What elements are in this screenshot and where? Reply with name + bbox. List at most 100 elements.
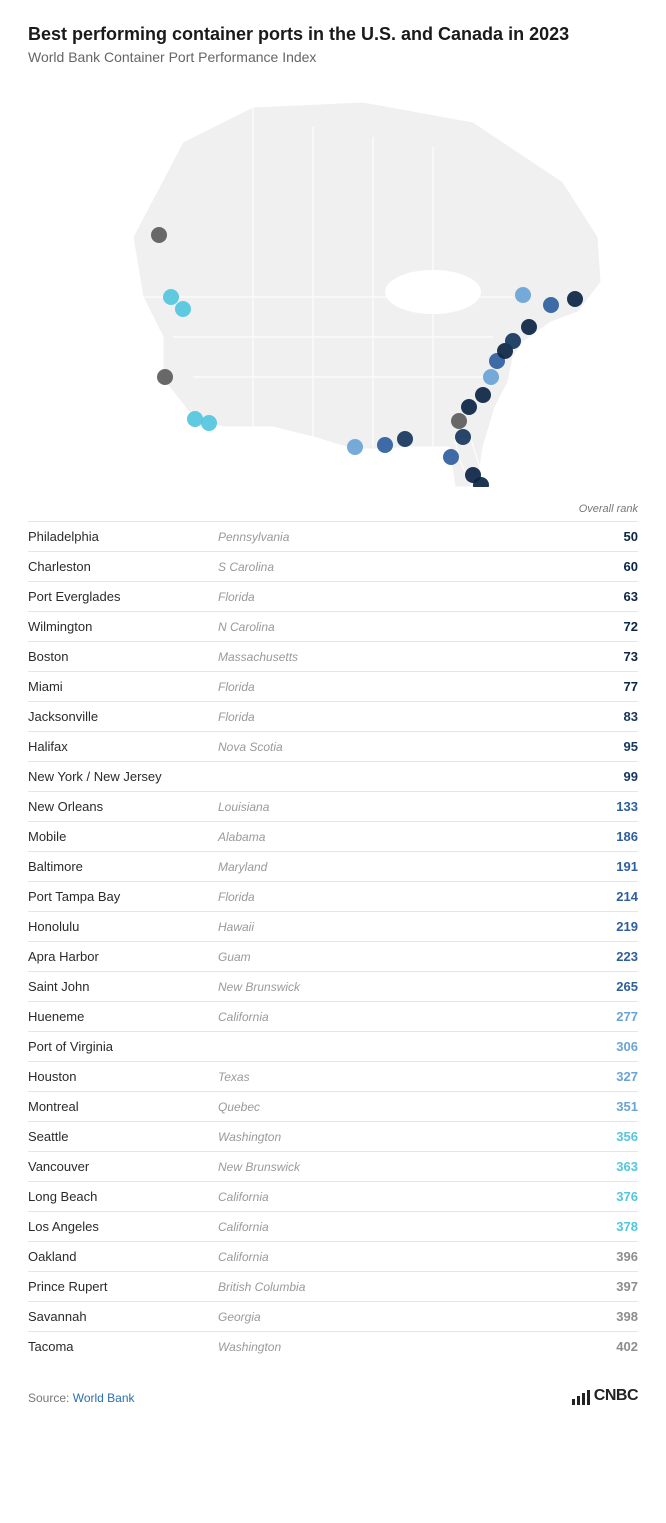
state-name: Guam	[218, 950, 616, 964]
port-name: Boston	[28, 649, 218, 664]
table-row: BaltimoreMaryland191	[28, 851, 638, 881]
table-row: Long BeachCalifornia376	[28, 1181, 638, 1211]
state-name: Alabama	[218, 830, 616, 844]
port-point: Vancouver BC	[163, 289, 179, 305]
rank-column-label: Overall rank	[28, 497, 638, 521]
state-name: Florida	[218, 890, 616, 904]
rank-value: 186	[616, 829, 638, 844]
port-name: Baltimore	[28, 859, 218, 874]
rank-value: 73	[624, 649, 638, 664]
rank-value: 402	[616, 1339, 638, 1354]
port-name: Charleston	[28, 559, 218, 574]
table-row: CharlestonS Carolina60	[28, 551, 638, 581]
table-row: Port Tampa BayFlorida214	[28, 881, 638, 911]
rank-value: 397	[616, 1279, 638, 1294]
table-row: SavannahGeorgia398	[28, 1301, 638, 1331]
source-text: Source: World Bank	[28, 1391, 135, 1405]
port-name: Los Angeles	[28, 1219, 218, 1234]
port-point: New York NJ	[505, 333, 521, 349]
state-name: Maryland	[218, 860, 616, 874]
port-name: Port of Virginia	[28, 1039, 218, 1054]
table-row: MontrealQuebec351	[28, 1091, 638, 1121]
port-name: New Orleans	[28, 799, 218, 814]
table-row: Port of Virginia306	[28, 1031, 638, 1061]
state-name: California	[218, 1010, 616, 1024]
port-name: Seattle	[28, 1129, 218, 1144]
state-name: Louisiana	[218, 800, 616, 814]
state-name: Texas	[218, 1070, 616, 1084]
state-name: Hawaii	[218, 920, 616, 934]
ports-table: PhiladelphiaPennsylvania50CharlestonS Ca…	[28, 521, 638, 1361]
port-point: Oakland CA	[157, 369, 173, 385]
rank-value: 223	[616, 949, 638, 964]
chart-title: Best performing container ports in the U…	[28, 24, 638, 45]
table-row: HuenemeCalifornia277	[28, 1001, 638, 1031]
table-row: MiamiFlorida77	[28, 671, 638, 701]
table-row: TacomaWashington402	[28, 1331, 638, 1361]
port-name: Honolulu	[28, 919, 218, 934]
rank-value: 265	[616, 979, 638, 994]
rank-value: 219	[616, 919, 638, 934]
state-name: Washington	[218, 1340, 616, 1354]
port-name: Savannah	[28, 1309, 218, 1324]
state-name: British Columbia	[218, 1280, 616, 1294]
state-name: Florida	[218, 590, 624, 604]
north-america-map: Prince Rupert BCVancouver BCSeattle WAOa…	[53, 87, 613, 487]
port-name: Tacoma	[28, 1339, 218, 1354]
table-row: SeattleWashington356	[28, 1121, 638, 1151]
port-point: Houston TX	[347, 439, 363, 455]
port-name: Montreal	[28, 1099, 218, 1114]
state-name: Massachusetts	[218, 650, 624, 664]
rank-value: 72	[624, 619, 638, 634]
port-point: Boston MA	[521, 319, 537, 335]
port-name: Oakland	[28, 1249, 218, 1264]
table-row: JacksonvilleFlorida83	[28, 701, 638, 731]
rank-value: 376	[616, 1189, 638, 1204]
port-point: Seattle WA	[175, 301, 191, 317]
port-point: Halifax NS	[567, 291, 583, 307]
table-row: VancouverNew Brunswick363	[28, 1151, 638, 1181]
port-point: Long Beach CA	[187, 411, 203, 427]
port-point: Saint John NB	[543, 297, 559, 313]
source-link[interactable]: World Bank	[73, 1391, 135, 1405]
table-row: Saint JohnNew Brunswick265	[28, 971, 638, 1001]
rank-value: 351	[616, 1099, 638, 1114]
port-name: Prince Rupert	[28, 1279, 218, 1294]
rank-value: 191	[616, 859, 638, 874]
port-point: Montreal QC	[515, 287, 531, 303]
table-row: HonoluluHawaii219	[28, 911, 638, 941]
port-name: Halifax	[28, 739, 218, 754]
port-name: Jacksonville	[28, 709, 218, 724]
rank-value: 277	[616, 1009, 638, 1024]
port-point: Mobile AL	[397, 431, 413, 447]
table-row: New York / New Jersey99	[28, 761, 638, 791]
port-name: Miami	[28, 679, 218, 694]
state-name: California	[218, 1220, 616, 1234]
port-point: Wilmington NC	[475, 387, 491, 403]
rank-value: 396	[616, 1249, 638, 1264]
port-point: Jacksonville FL	[455, 429, 471, 445]
table-row: BostonMassachusetts73	[28, 641, 638, 671]
rank-value: 327	[616, 1069, 638, 1084]
port-point: Charleston SC	[461, 399, 477, 415]
map-container: Prince Rupert BCVancouver BCSeattle WAOa…	[28, 87, 638, 487]
chart-subtitle: World Bank Container Port Performance In…	[28, 49, 638, 65]
table-row: Los AngelesCalifornia378	[28, 1211, 638, 1241]
state-name: Florida	[218, 710, 624, 724]
port-name: New York / New Jersey	[28, 769, 218, 784]
rank-value: 378	[616, 1219, 638, 1234]
state-name: California	[218, 1190, 616, 1204]
table-row: MobileAlabama186	[28, 821, 638, 851]
table-row: Prince RupertBritish Columbia397	[28, 1271, 638, 1301]
state-name: Nova Scotia	[218, 740, 624, 754]
rank-value: 356	[616, 1129, 638, 1144]
state-name: N Carolina	[218, 620, 624, 634]
rank-value: 95	[624, 739, 638, 754]
cnbc-logo: CNBC	[572, 1387, 638, 1405]
port-name: Port Everglades	[28, 589, 218, 604]
port-name: Mobile	[28, 829, 218, 844]
table-row: WilmingtonN Carolina72	[28, 611, 638, 641]
port-name: Port Tampa Bay	[28, 889, 218, 904]
state-name: Pennsylvania	[218, 530, 624, 544]
rank-value: 50	[624, 529, 638, 544]
